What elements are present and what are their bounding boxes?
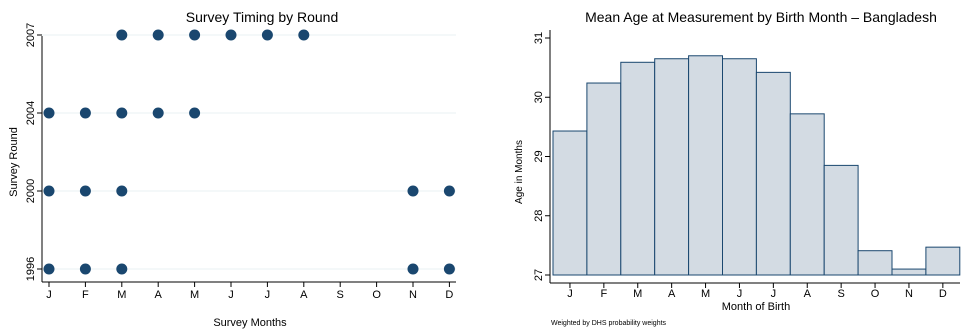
y-tick-label: 31 <box>533 32 545 44</box>
x-tick-label: A <box>155 289 163 301</box>
y-tick-label: 2004 <box>25 101 37 125</box>
point <box>407 263 419 275</box>
chart-title: Survey Timing by Round <box>186 9 339 25</box>
x-tick-label: A <box>668 288 676 300</box>
x-tick-label: J <box>737 288 743 300</box>
point <box>225 29 237 41</box>
x-tick-label: D <box>939 288 947 300</box>
bar <box>620 61 656 276</box>
x-tick-label: S <box>837 288 844 300</box>
chart-note: Weighted by DHS probability weights <box>551 320 667 327</box>
bar <box>654 58 690 276</box>
x-tick-label: A <box>300 289 308 301</box>
bar <box>552 130 588 276</box>
x-tick-label: J <box>228 289 234 301</box>
y-axis-label: Survey Round <box>8 127 20 197</box>
bar <box>891 268 927 276</box>
x-tick-label: D <box>445 289 453 301</box>
x-tick-label: J <box>46 289 52 301</box>
point <box>407 185 419 197</box>
y-tick-label: 2007 <box>25 23 37 47</box>
chart-title: Mean Age at Measurement by Birth Month –… <box>585 9 937 25</box>
x-tick-label: F <box>82 289 89 301</box>
point <box>152 29 164 41</box>
bar <box>857 250 893 276</box>
grid <box>42 34 456 270</box>
x-tick-label: M <box>117 289 126 301</box>
point <box>189 29 201 41</box>
bar <box>755 71 791 276</box>
x-tick-label: J <box>771 288 777 300</box>
point <box>443 185 455 197</box>
x-tick-label: O <box>372 289 381 301</box>
points <box>43 29 455 275</box>
x-tick-label: A <box>804 288 812 300</box>
y-tick-label: 2000 <box>25 179 37 203</box>
y-tick-labels: 27 28 29 30 31 <box>533 32 545 281</box>
point <box>79 107 91 119</box>
point <box>116 29 128 41</box>
axes <box>545 30 960 288</box>
survey-timing-panel: Survey Timing by Round 1996200020042007 … <box>8 9 456 329</box>
x-tick-label: F <box>600 288 607 300</box>
point <box>43 263 55 275</box>
y-tick-labels: 1996 2000 2004 2007 <box>25 23 37 281</box>
y-axis-label: Age in Months <box>514 140 525 204</box>
y-tick-label: 1996 <box>25 257 37 281</box>
point <box>298 29 310 41</box>
x-axis-label: Survey Months <box>213 317 287 329</box>
x-tick-label: M <box>633 288 642 300</box>
point <box>116 185 128 197</box>
bar <box>688 55 723 276</box>
point <box>189 107 201 119</box>
point <box>43 107 55 119</box>
x-tick-label: M <box>701 288 710 300</box>
y-tick-label: 30 <box>533 91 545 103</box>
bar <box>789 113 825 276</box>
x-tick-label: O <box>871 288 880 300</box>
point <box>79 185 91 197</box>
x-tick-label: S <box>337 289 344 301</box>
bar <box>823 164 859 276</box>
mean-age-panel: Mean Age at Measurement by Birth Month –… <box>514 9 961 327</box>
point <box>443 263 455 275</box>
bar <box>586 82 622 276</box>
bars <box>552 55 961 276</box>
x-tick-label: M <box>190 289 199 301</box>
point <box>152 107 164 119</box>
bar <box>722 58 757 276</box>
point <box>43 185 55 197</box>
x-tick-label: J <box>265 289 271 301</box>
y-tick-label: 28 <box>533 210 545 222</box>
point <box>116 263 128 275</box>
point <box>79 263 91 275</box>
x-axis-label: Month of Birth <box>722 301 790 313</box>
x-tick-label: J <box>567 288 573 300</box>
point <box>261 29 273 41</box>
y-tick-label: 27 <box>533 269 545 281</box>
x-tick-label: N <box>905 288 913 300</box>
point <box>116 107 128 119</box>
y-tick-label: 29 <box>533 150 545 162</box>
x-tick-label: N <box>409 289 417 301</box>
axes <box>37 34 456 287</box>
bar <box>925 246 961 276</box>
